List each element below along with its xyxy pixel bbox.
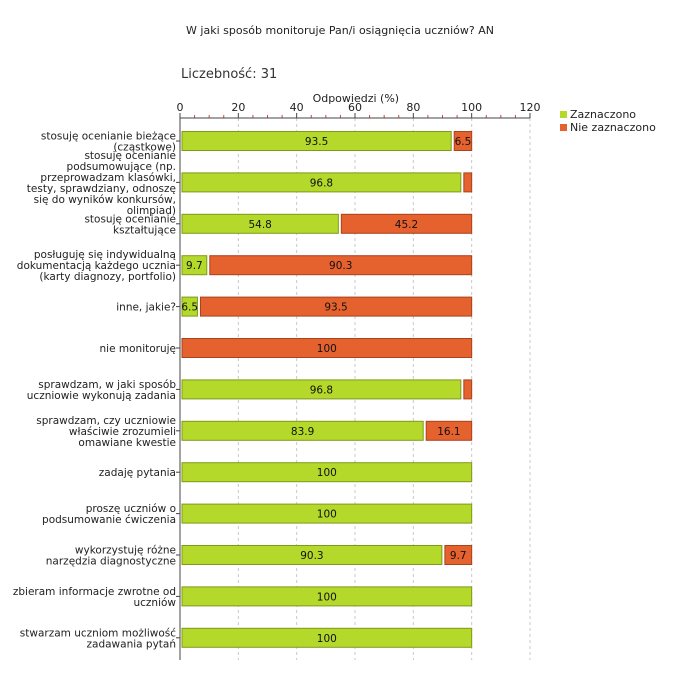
x-tick-label: 20: [231, 101, 245, 114]
category-label: inne, jakie?: [116, 302, 176, 314]
value-label-zaznaczono: 100: [317, 467, 337, 479]
value-label-nie-zaznaczono: 9.7: [450, 550, 467, 562]
value-label-nie-zaznaczono: 16.1: [437, 426, 460, 438]
legend-label: Nie zaznaczono: [570, 121, 656, 134]
sample-size-label: Liczebność: 31: [181, 67, 278, 82]
x-tick-label: 120: [520, 101, 541, 114]
bar-nie-zaznaczono: [425, 420, 473, 441]
axes: Odpowiedzi (%) 0 20 40 60 80 100 120: [176, 92, 541, 660]
value-label-zaznaczono: 9.7: [186, 260, 203, 272]
bar-zaznaczono: [181, 627, 473, 648]
bars: 93.5 6.5 96.8 54.8 45.2 9.7 90.3 6.5 93.5 100 96.8…: [181, 131, 473, 648]
bar-zaznaczono: [181, 503, 473, 524]
bar-nie-zaznaczono: [444, 545, 473, 565]
bar-nie-zaznaczono: [181, 338, 473, 358]
bar-zaznaczono: [181, 213, 339, 234]
bar-zaznaczono: [181, 462, 473, 483]
category-label: stosuję ocenianie kształtujące: [84, 213, 176, 236]
x-tick-label: 40: [290, 101, 304, 114]
category-label: zbieram informacje zwrotne od uczniów: [13, 586, 177, 609]
value-label-nie-zaznaczono: 45.2: [395, 219, 418, 231]
category-labels: stosuję ocenianie bieżące (cząstkowe)stos…: [13, 131, 177, 651]
bar-nie-zaznaczono: [463, 172, 473, 193]
legend-label: Zaznaczono: [570, 108, 636, 121]
bar-zaznaczono: [181, 255, 208, 276]
value-label-zaznaczono: 96.8: [310, 177, 333, 189]
bar-nie-zaznaczono: [340, 213, 473, 234]
bar-zaznaczono: [181, 420, 424, 441]
category-label: posługuję się indywidualną dokumentacją k…: [17, 249, 176, 283]
category-label: stosuję ocenianie podsumowujące (np. przep…: [27, 150, 176, 217]
value-label-zaznaczono: 90.3: [300, 550, 323, 562]
bar-zaznaczono: [181, 172, 462, 193]
x-axis-title: Odpowiedzi (%): [313, 92, 400, 105]
value-label-zaznaczono: 6.5: [181, 302, 198, 314]
bar-nie-zaznaczono: [463, 379, 473, 400]
chart-title: W jaki sposób monitoruje Pan/i osiągnięc…: [186, 24, 494, 37]
value-label-nie-zaznaczono: 6.5: [455, 136, 472, 148]
category-label: zadaję pytania: [99, 467, 176, 479]
value-label-zaznaczono: 96.8: [310, 384, 333, 396]
value-label-zaznaczono: 54.8: [248, 219, 271, 231]
value-label-zaznaczono: 83.9: [291, 426, 314, 438]
value-label-nie-zaznaczono: 90.3: [329, 260, 352, 272]
category-label: sprawdzam, w jaki sposób uczniowie wykonu…: [27, 379, 177, 402]
bar-zaznaczono: [181, 545, 443, 565]
bar-zaznaczono: [181, 131, 452, 151]
value-label-zaznaczono: 100: [317, 509, 337, 521]
category-label: wykorzystuję różne narzędzia diagnostyczn…: [46, 545, 176, 568]
category-label: sprawdzam, czy uczniowie właściwie zrozum…: [36, 415, 176, 449]
category-label: nie monitoruję: [100, 343, 176, 355]
legend-swatch: [560, 124, 567, 131]
value-label-zaznaczono: 100: [317, 633, 337, 645]
bar-zaznaczono: [181, 379, 462, 400]
bar-zaznaczono: [181, 296, 198, 317]
value-label-zaznaczono: 100: [317, 591, 337, 603]
value-label-nie-zaznaczono: 93.5: [324, 302, 347, 314]
value-label-zaznaczono: 93.5: [305, 136, 328, 148]
x-tick-label: 0: [177, 101, 184, 114]
bar-zaznaczono: [181, 586, 473, 607]
x-tick-label: 100: [461, 101, 482, 114]
category-label: stosuję ocenianie bieżące (cząstkowe): [41, 131, 176, 154]
bar-nie-zaznaczono: [453, 131, 473, 151]
category-label: stwarzam uczniom możliwość zadawania pyta…: [20, 627, 176, 650]
value-label-nie-zaznaczono: 100: [317, 343, 337, 355]
x-tick-label: 60: [348, 101, 362, 114]
legend-swatch: [560, 111, 567, 118]
category-label: proszę uczniów o podsumowanie ćwiczenia: [42, 503, 176, 526]
x-tick-label: 80: [406, 101, 420, 114]
bar-nie-zaznaczono: [209, 255, 473, 276]
bar-nie-zaznaczono: [199, 296, 473, 317]
